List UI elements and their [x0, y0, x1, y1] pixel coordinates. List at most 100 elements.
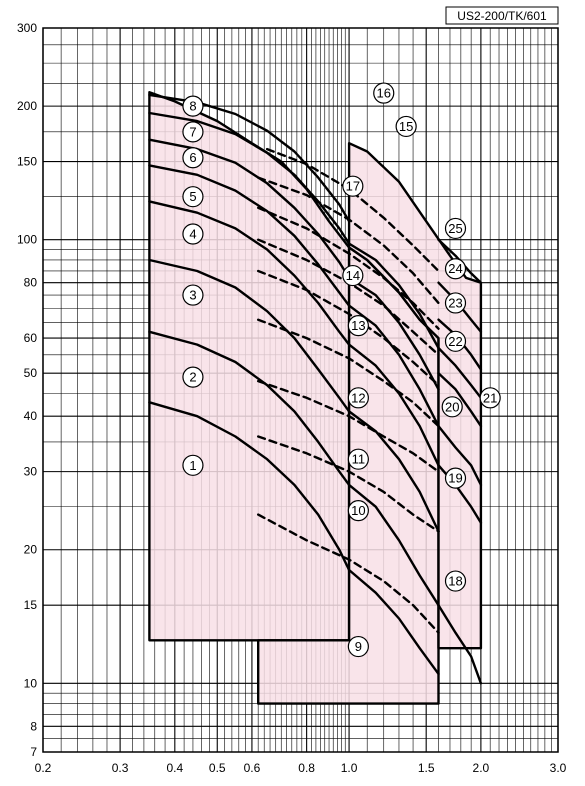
curve-label-19: 19 [448, 471, 462, 486]
series-line-17 [347, 242, 440, 350]
series-line-20 [437, 424, 483, 487]
curve-label-circle-18 [444, 570, 467, 592]
curve-label-23: 23 [448, 295, 462, 310]
curve-label-circle-14 [342, 264, 364, 287]
curve-label-circle-2 [182, 366, 204, 388]
curve-label-6: 6 [189, 150, 196, 165]
series-line-10 [347, 483, 440, 607]
series-line-dashed [257, 206, 440, 330]
series-line-dashed [257, 379, 440, 473]
curve-label-circle-11 [347, 448, 369, 470]
curve-label-circle-3 [182, 284, 204, 306]
curve-label-circle-5 [182, 186, 204, 208]
series-line-dashed [257, 318, 440, 428]
curve-label-circle-24 [444, 258, 467, 280]
series-line-3 [148, 258, 351, 413]
y-tick-label: 150 [17, 155, 37, 169]
curve-label-18: 18 [448, 574, 462, 589]
curve-label-17: 17 [346, 179, 360, 194]
x-tick-label: 0.6 [244, 761, 261, 775]
series-line-9 [347, 568, 440, 676]
y-tick-label: 10 [24, 676, 38, 690]
curve-label-24: 24 [448, 261, 462, 276]
x-tick-label: 0.5 [209, 761, 226, 775]
series-line-4 [148, 200, 351, 346]
series-line-18 [437, 604, 483, 685]
curve-label-circle-23 [444, 292, 467, 314]
x-tick-label: 1.5 [418, 761, 435, 775]
curve-label-4: 4 [189, 226, 196, 241]
series-line-11 [347, 410, 440, 533]
chart-tick-labels: 0.2 0.3 0.4 0.5 0.6 0.8 1.0 1.5 2.0 3.07810152030… [17, 21, 567, 775]
curve-label-circle-7 [182, 121, 204, 143]
curve-label-14: 14 [346, 268, 360, 283]
curve-label-22: 22 [448, 334, 462, 349]
series-line-22 [437, 346, 483, 399]
plot-frame [42, 27, 559, 753]
series-line-8 [148, 93, 351, 223]
curve-label-3: 3 [189, 288, 196, 303]
series-line-dashed [257, 435, 440, 533]
curve-label-circle-22 [444, 330, 467, 352]
code-label: US2-200/TK/601 [457, 9, 547, 23]
y-tick-label: 15 [24, 598, 38, 612]
series-line-21 [437, 372, 483, 428]
series-line-16 [257, 176, 440, 305]
x-tick-label: 3.0 [550, 761, 567, 775]
curve-label-8: 8 [189, 99, 196, 114]
y-tick-label: 100 [17, 233, 37, 247]
curve-label-21: 21 [483, 390, 497, 405]
curve-label-13: 13 [351, 318, 365, 333]
curve-label-16: 16 [377, 86, 391, 101]
curve-label-5: 5 [189, 189, 196, 204]
curve-label-circle-6 [182, 147, 204, 169]
y-tick-label: 8 [30, 719, 37, 733]
curve-label-circle-9 [347, 635, 369, 658]
y-tick-label: 20 [24, 543, 38, 557]
series-line-6 [148, 138, 351, 280]
y-tick-label: 200 [17, 99, 37, 113]
series-line-7 [148, 111, 351, 245]
x-tick-label: 0.4 [166, 761, 183, 775]
chart-curve-labels: 1234567891011121314171819202122232425151… [182, 82, 501, 658]
x-tick-label: 0.8 [298, 761, 315, 775]
curve-label-circle-1 [182, 454, 204, 476]
curve-label-9: 9 [355, 639, 362, 654]
curve-label-circle-16 [373, 82, 395, 104]
x-tick-label: 0.3 [112, 761, 129, 775]
curve-label-circle-10 [347, 500, 369, 522]
x-tick-label: 1.0 [341, 761, 358, 775]
y-tick-label: 40 [24, 409, 38, 423]
curve-label-circle-17 [342, 175, 364, 197]
curve-label-15: 15 [399, 119, 413, 134]
region-boundary [148, 91, 351, 642]
curve-label-2: 2 [189, 370, 196, 385]
y-tick-label: 7 [30, 745, 37, 759]
chart-regions [148, 91, 483, 705]
curve-label-circle-19 [444, 467, 467, 489]
y-tick-label: 30 [24, 465, 38, 479]
y-tick-label: 50 [24, 366, 38, 380]
curve-label-11: 11 [352, 452, 366, 467]
y-tick-label: 60 [24, 331, 38, 345]
y-tick-label: 80 [24, 276, 38, 290]
y-tick-label: 300 [17, 21, 37, 35]
curve-label-circle-25 [444, 217, 467, 240]
curve-label-circle-20 [441, 396, 463, 418]
curve-label-circle-21 [479, 387, 501, 409]
series-line-5 [148, 164, 351, 307]
series-line-13 [347, 304, 440, 428]
series-line-14 [347, 276, 440, 391]
series-line-dashed [257, 238, 440, 356]
code-label-border [445, 6, 559, 25]
curve-label-10: 10 [351, 503, 365, 518]
code-label-box: US2-200/TK/601 [445, 6, 559, 25]
x-tick-label: 0.2 [35, 761, 52, 775]
curve-label-1: 1 [189, 458, 196, 473]
curve-label-circle-8 [182, 95, 204, 117]
series-line-dashed [257, 513, 440, 634]
x-tick-label: 2.0 [473, 761, 490, 775]
curve-label-circle-12 [347, 387, 369, 409]
curve-label-20: 20 [445, 399, 459, 414]
